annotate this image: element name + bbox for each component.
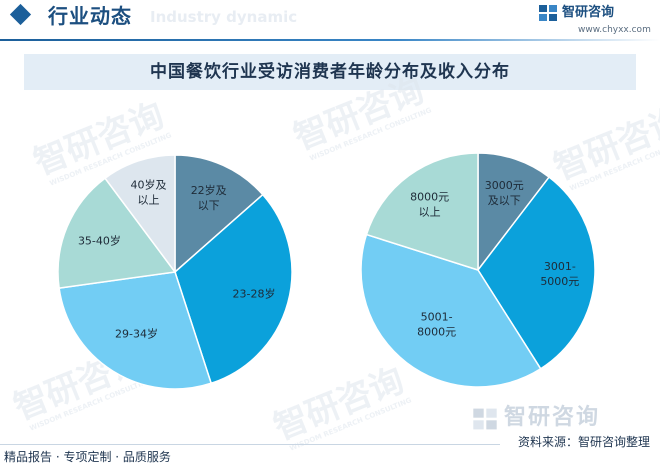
pie-slice [58, 271, 213, 390]
pie-slice [360, 233, 542, 388]
section-title: 行业动态 [48, 4, 132, 28]
slice-label: 3001-5000元 [540, 260, 579, 288]
footer-logo-icon [473, 408, 497, 430]
slice-label: 22岁及以下 [191, 183, 227, 212]
pie-slice [365, 152, 479, 272]
chart-title: 中国餐饮行业受访消费者年龄分布及收入分布 [150, 62, 510, 82]
footer-divider [0, 444, 500, 445]
brand-logo-icon [539, 5, 557, 21]
section-header: 行业动态 Industry dynamic 智研咨询 www.chyxx.com [0, 0, 660, 44]
slice-label: 40岁及以上 [130, 178, 166, 207]
footer-brand-name: 智研咨询 [504, 405, 601, 430]
brand-name: 智研咨询 [562, 5, 615, 20]
age-pie-chart: 22岁及以下 23-28岁 29-34岁 35-40岁 40岁及以上 [57, 154, 293, 390]
header-divider [0, 39, 660, 41]
slice-label: 3000元及以下 [485, 179, 524, 207]
slice-label: 29-34岁 [115, 326, 158, 340]
pie-slice [174, 154, 264, 274]
chart-title-bar: 中国餐饮行业受访消费者年龄分布及收入分布 [24, 54, 636, 90]
slice-label: 8000元以上 [410, 190, 449, 218]
pie-slice [477, 176, 596, 370]
pie-slice [104, 154, 176, 275]
data-source: 资料来源：智研咨询整理 [517, 435, 650, 449]
brand-block: 智研咨询 www.chyxx.com [538, 2, 651, 38]
slice-label: 5001-8000元 [417, 310, 456, 338]
footer-services: 精品报告 · 专项定制 · 品质服务 [4, 450, 171, 464]
slice-label: 35-40岁 [78, 233, 121, 247]
slice-label: 23-28岁 [233, 287, 276, 301]
brand-url: www.chyxx.com [578, 25, 651, 35]
section-ghost-text: Industry dynamic [150, 8, 298, 26]
pie-slice [174, 193, 293, 385]
footer-brand: 智研咨询 [472, 402, 652, 436]
pie-slice [57, 177, 177, 289]
income-pie-chart: 3000元及以下 3001-5000元 5001-8000元 8000元以上 [360, 152, 596, 388]
pie-slice [477, 152, 551, 273]
